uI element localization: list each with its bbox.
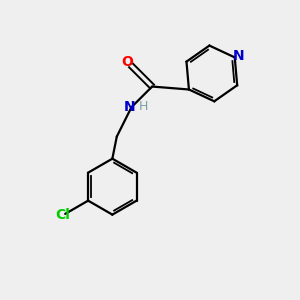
Text: Cl: Cl (55, 208, 70, 222)
Text: H: H (139, 100, 148, 113)
Text: O: O (122, 56, 133, 69)
Text: N: N (233, 49, 244, 63)
Text: N: N (124, 100, 136, 114)
